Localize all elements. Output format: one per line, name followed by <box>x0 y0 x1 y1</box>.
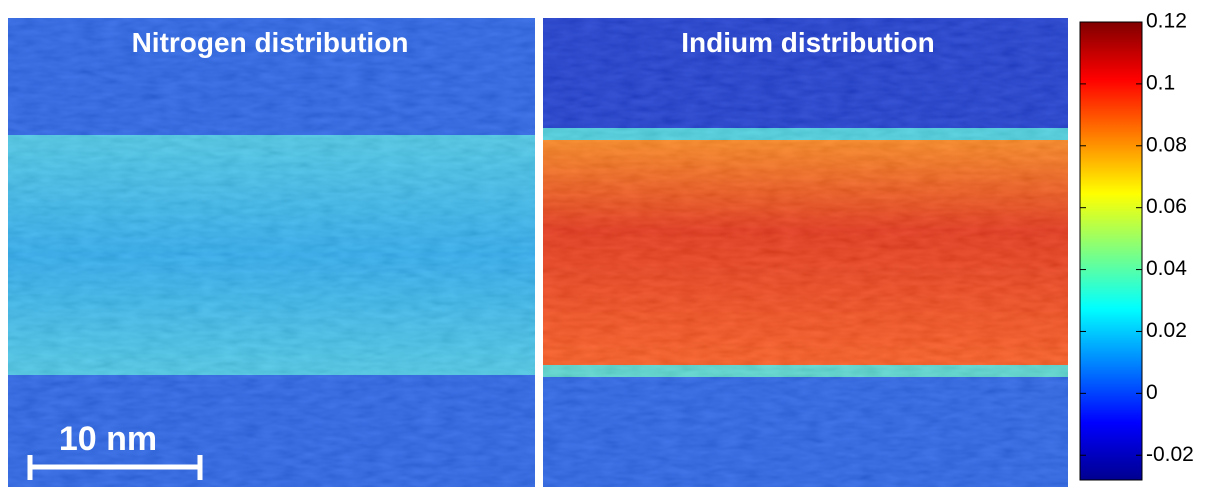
panel-title: Indium distribution <box>681 27 935 58</box>
tick-label: 0.04 <box>1146 257 1187 280</box>
tick-label: 0.02 <box>1146 319 1187 342</box>
tick-label: -0.02 <box>1146 443 1194 466</box>
tick-label: 0.1 <box>1146 71 1175 94</box>
indium-panel: Indium distribution <box>543 18 1068 487</box>
tick-label: 0.12 <box>1146 10 1187 33</box>
scale-bar-label: 10 nm <box>59 420 157 458</box>
figure: Nitrogen distribution 10 nm Indium distr… <box>0 0 1214 487</box>
tick-label: 0.06 <box>1146 195 1187 218</box>
nitrogen-panel: Nitrogen distribution 10 nm <box>8 18 535 487</box>
tick-label: 0.08 <box>1146 133 1187 156</box>
heatmap-texture <box>8 18 535 487</box>
tick-label: 0 <box>1146 381 1158 404</box>
heatmap-texture <box>543 18 1068 487</box>
colorbar-gradient <box>1080 22 1142 480</box>
panel-title: Nitrogen distribution <box>132 27 409 58</box>
colorbar: 0.12 0.1 0.08 0.06 0.04 0.02 0 -0.02 <box>1080 10 1194 480</box>
